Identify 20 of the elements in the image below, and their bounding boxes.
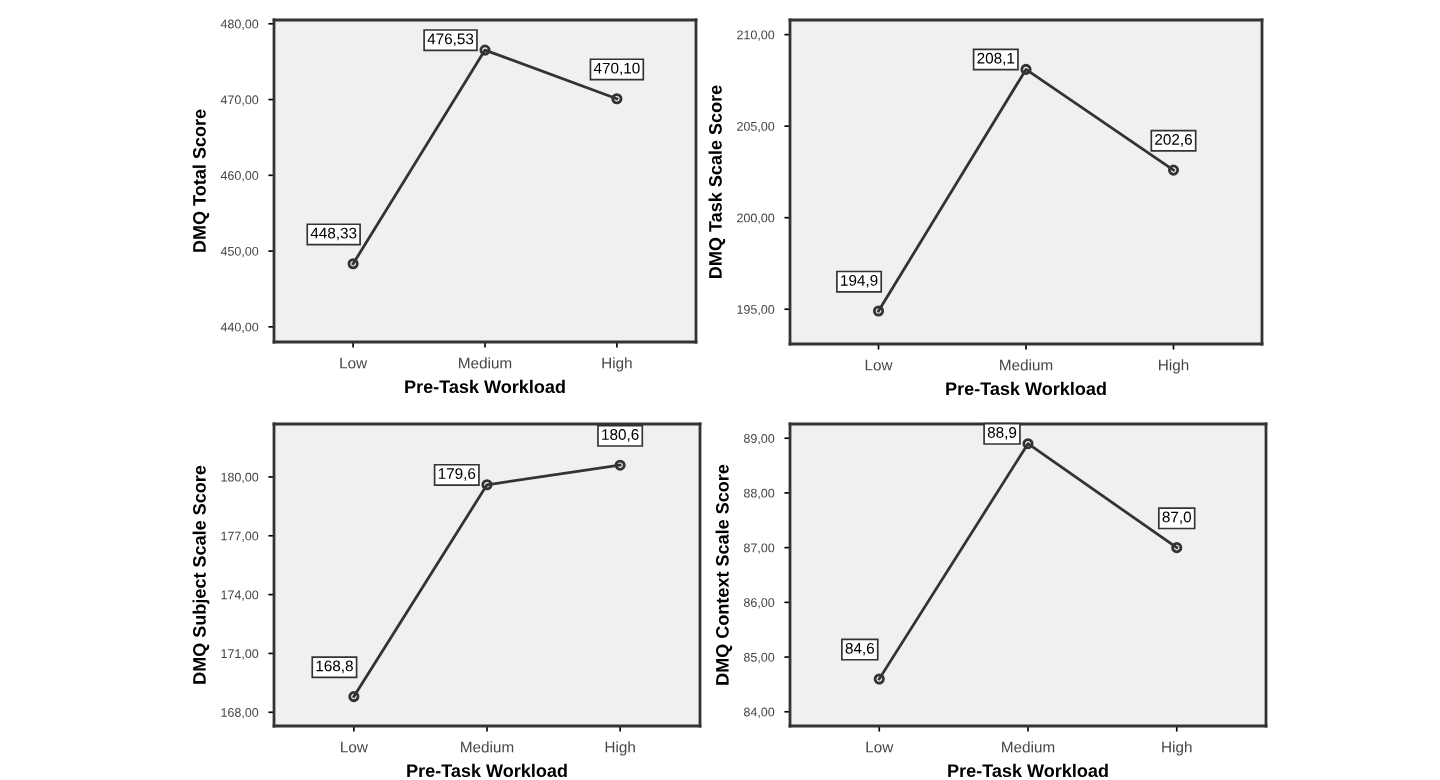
point <box>348 691 360 703</box>
point <box>347 258 359 270</box>
y-axis-title: DMQ Subject Scale Score <box>192 465 210 684</box>
point <box>611 93 623 105</box>
point <box>1171 542 1183 554</box>
y-axis-title: DMQ Task Scale Score <box>708 85 726 278</box>
point <box>1167 164 1180 176</box>
y-axis-title: DMQ Total Score <box>192 109 210 252</box>
point <box>1020 63 1032 75</box>
point <box>873 673 885 685</box>
point <box>1022 438 1034 450</box>
point <box>614 459 626 471</box>
x-axis-title: Pre-Task Workload <box>407 763 567 778</box>
point <box>481 479 493 491</box>
y-axis-title: DMQ Context Scale Score <box>715 464 733 685</box>
x-axis-title: Pre-Task Workload <box>948 763 1108 778</box>
point <box>872 305 885 317</box>
x-axis-title: Pre-Task Workload <box>946 381 1106 396</box>
point <box>479 44 491 56</box>
x-axis-title: Pre-Task Workload <box>405 379 565 394</box>
